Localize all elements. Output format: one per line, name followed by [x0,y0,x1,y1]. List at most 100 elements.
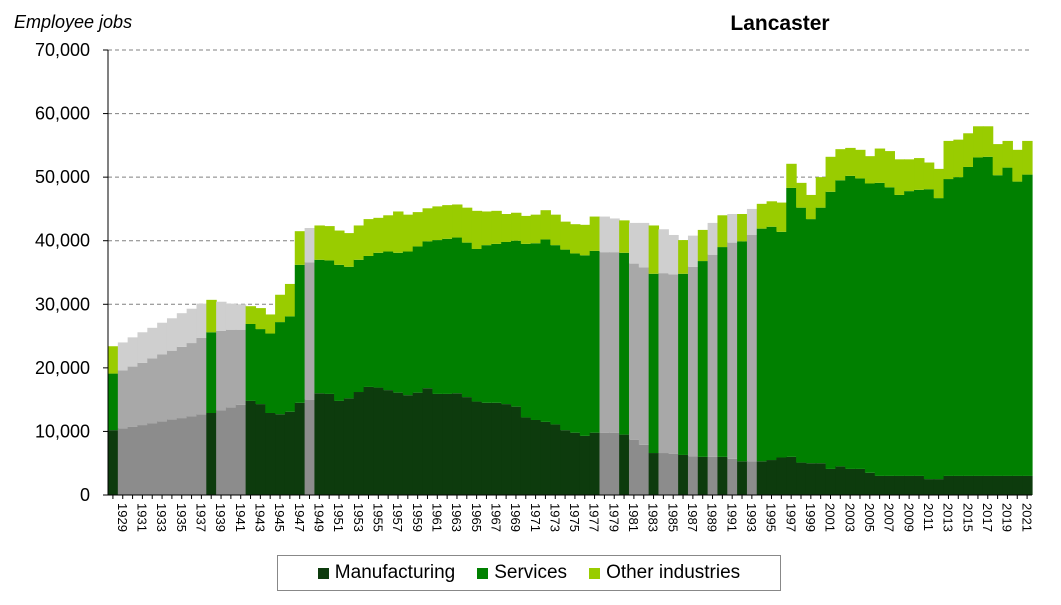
bar-other-industries [717,215,727,247]
bar-manufacturing [511,407,521,495]
bar-other-industries [1003,141,1013,168]
y-tick-label: 0 [80,485,90,505]
bar-other-industries [413,212,423,246]
bar-services [373,253,383,388]
bar-other-industries [452,204,462,237]
bar-manufacturing [216,410,226,495]
bar-manufacturing [423,388,433,495]
bar-services [452,238,462,394]
x-tick-label: 1987 [685,503,700,532]
bar-other-industries [678,240,688,274]
bar-other-industries [246,306,256,324]
bar-services [334,265,344,401]
x-tick-label: 1991 [724,503,739,532]
bar-services [236,330,246,405]
bar-other-industries [206,300,216,332]
bar-manufacturing [393,393,403,495]
bar-manufacturing [963,476,973,495]
bar-services [717,247,727,457]
bar-services [698,261,708,457]
bar-services [491,244,501,403]
bar-other-industries [619,220,629,252]
bar-other-industries [580,225,590,256]
bar-manufacturing [599,433,609,495]
bar-manufacturing [108,430,118,495]
bar-services [688,267,698,456]
x-tick-label: 1981 [626,503,641,532]
bar-services [944,179,954,476]
bar-services [649,274,659,453]
x-tick-label: 1929 [115,503,130,532]
bar-other-industries [354,225,364,259]
bar-services [580,255,590,436]
bar-services [501,242,511,404]
bar-manufacturing [944,476,954,495]
x-tick-label: 1975 [567,503,582,532]
bar-other-industries [442,205,452,239]
bar-services [786,188,796,457]
x-tick-label: 2013 [941,503,956,532]
legend: Manufacturing Services Other industries [277,555,781,591]
bar-other-industries [403,215,413,252]
bar-other-industries [944,141,954,179]
bar-services [953,177,963,476]
bar-other-industries [835,149,845,180]
bar-other-industries [885,151,895,187]
legend-swatch-services [477,568,488,579]
bar-manufacturing [137,425,147,495]
bar-manufacturing [737,461,747,495]
bar-other-industries [226,304,236,330]
bar-manufacturing [482,403,492,495]
bar-services [678,274,688,455]
bar-services [442,239,452,394]
bar-manufacturing [914,476,924,495]
bar-services [393,253,403,393]
bar-other-industries [629,223,639,264]
bar-manufacturing [354,392,364,495]
bar-services [629,264,639,440]
x-tick-label: 1963 [449,503,464,532]
x-tick-label: 1977 [587,503,602,532]
bar-services [708,255,718,457]
bar-other-industries [953,140,963,178]
x-tick-label: 1935 [174,503,189,532]
bar-manufacturing [275,414,285,495]
bar-other-industries [708,223,718,255]
bar-manufacturing [305,400,315,495]
bar-manufacturing [708,457,718,495]
bar-manufacturing [973,476,983,495]
x-tick-label: 1971 [528,503,543,532]
bar-other-industries [560,222,570,250]
x-tick-label: 1957 [390,503,405,532]
bar-other-industries [727,214,737,243]
bar-other-industries [491,211,501,244]
bar-manufacturing [344,398,354,495]
bar-other-industries [668,235,678,274]
bar-manufacturing [147,423,157,495]
x-tick-label: 2011 [921,503,936,531]
bar-manufacturing [580,436,590,495]
legend-swatch-other-industries [589,568,600,579]
bar-other-industries [216,302,226,331]
bar-manufacturing [550,424,560,495]
bar-manufacturing [285,412,295,495]
bar-other-industries [806,195,816,219]
legend-item-services: Services [477,562,567,584]
bar-other-industries [285,284,295,316]
bar-other-industries [147,328,157,359]
bar-manufacturing [295,403,305,495]
bar-services [757,229,767,462]
bar-services [305,262,315,399]
x-tick-label: 1941 [233,503,248,532]
bar-services [904,191,914,476]
bar-other-industries [423,208,433,241]
bar-services [383,252,393,391]
x-tick-label: 1939 [213,503,228,532]
bar-manufacturing [855,469,865,495]
bar-other-industries [698,230,708,261]
bar-other-industries [511,213,521,241]
bar-services [128,367,138,427]
bar-other-industries [167,318,177,350]
bar-manufacturing [167,419,177,495]
chart-title: Lancaster [680,12,880,36]
